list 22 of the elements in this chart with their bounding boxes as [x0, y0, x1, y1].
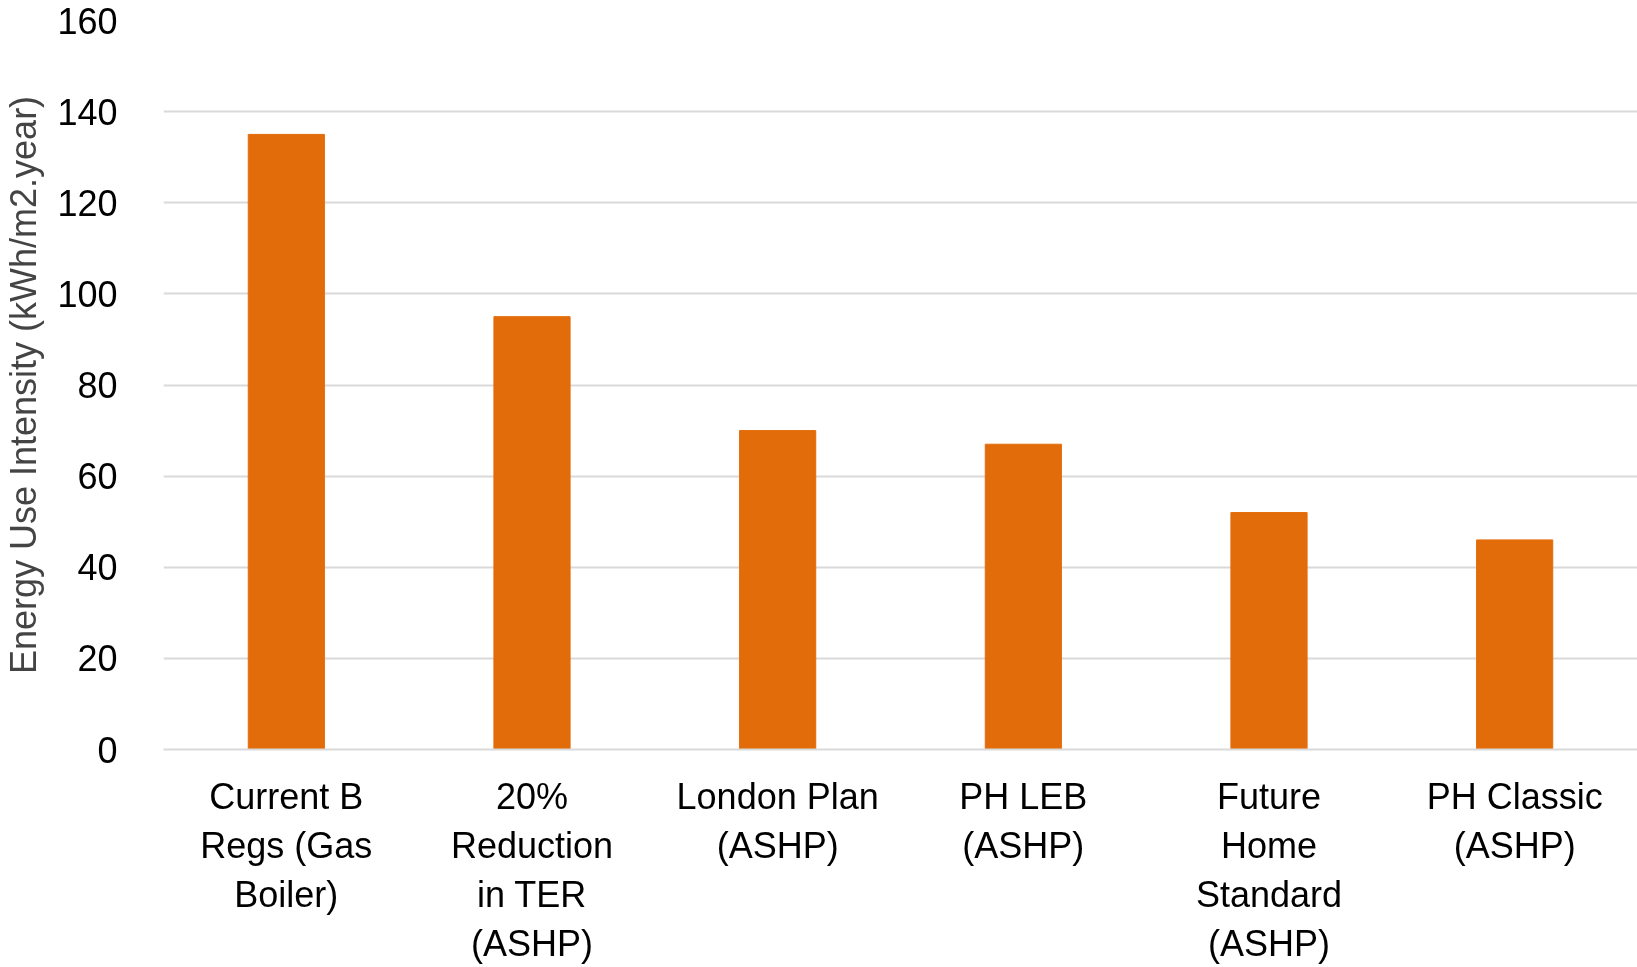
bar [739, 430, 817, 750]
y-tick-label: 60 [77, 456, 118, 498]
x-tick-label: 20% Reduction in TER (ASHP) [450, 775, 614, 965]
x-tick-label: Current B Regs (Gas Boiler) [200, 775, 373, 915]
y-axis-title: Energy Use Intensity (kWh/m2.year) [3, 95, 45, 675]
y-tick-label: 140 [57, 91, 118, 133]
x-tick-label: PH LEB (ASHP) [959, 775, 1088, 866]
bar [1230, 512, 1308, 750]
bar [984, 443, 1062, 750]
bar [1476, 539, 1554, 750]
bar [493, 316, 571, 750]
y-tick-label: 80 [77, 365, 118, 406]
y-tick-label: 0 [97, 729, 118, 771]
y-tick-label: 20 [77, 638, 118, 680]
y-tick-label: 40 [77, 547, 118, 589]
x-tick-label: PH Classic (ASHP) [1426, 775, 1603, 866]
y-tick-label: 160 [57, 0, 118, 42]
y-tick-label: 100 [57, 273, 118, 315]
x-tick-label: London Plan (ASHP) [676, 775, 879, 866]
x-tick-label: Future Home Standard (ASHP) [1195, 775, 1343, 965]
y-tick-label: 120 [57, 182, 118, 224]
bar [247, 133, 325, 750]
